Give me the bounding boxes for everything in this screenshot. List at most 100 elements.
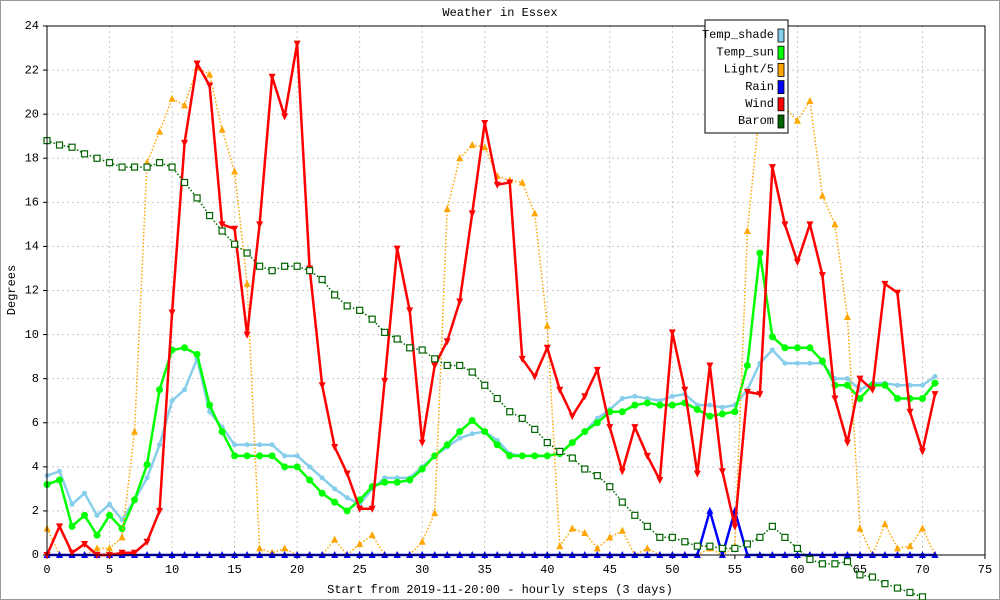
legend-label: Light/5 (724, 63, 774, 77)
point (693, 406, 701, 414)
point (406, 307, 414, 315)
point (868, 573, 877, 581)
point (56, 476, 64, 484)
point (806, 555, 814, 564)
point (906, 542, 914, 550)
point (418, 537, 426, 545)
point (281, 463, 289, 471)
point (293, 40, 301, 48)
point (268, 267, 276, 275)
point (243, 279, 251, 287)
point (155, 159, 164, 167)
point (344, 495, 350, 501)
point (256, 221, 264, 229)
point (268, 73, 276, 81)
y-tick-label: 20 (25, 107, 39, 121)
legend-label: Temp_sun (716, 45, 774, 59)
point (593, 419, 601, 427)
point (493, 394, 501, 403)
point (393, 478, 401, 486)
y-tick-label: 10 (25, 328, 39, 342)
legend-box (704, 19, 789, 134)
point (881, 280, 889, 288)
point (268, 452, 276, 460)
point (531, 209, 539, 217)
x-tick-label: 25 (352, 563, 366, 577)
y-tick-label: 22 (25, 63, 39, 77)
point (868, 386, 876, 394)
point (593, 366, 601, 374)
x-tick-label: 30 (415, 563, 429, 577)
x-tick-label: 55 (728, 563, 742, 577)
point (543, 321, 551, 329)
point (143, 538, 151, 546)
point (918, 524, 926, 532)
point (169, 398, 175, 404)
point (393, 245, 401, 253)
point (681, 538, 689, 546)
plot-frame (46, 25, 986, 556)
point (781, 344, 789, 352)
point (919, 382, 925, 388)
point (719, 404, 725, 410)
point (818, 357, 826, 365)
point (731, 523, 739, 531)
point (632, 393, 638, 399)
point (881, 520, 889, 528)
point (907, 382, 913, 388)
point (856, 571, 864, 579)
point (581, 393, 589, 401)
legend-label: Temp_shade (702, 28, 774, 42)
point (631, 511, 639, 519)
point (456, 298, 464, 306)
point (144, 475, 150, 481)
point (568, 454, 576, 462)
y-tick-label: 4 (32, 460, 39, 474)
point (294, 453, 300, 459)
point (156, 507, 164, 515)
point (68, 143, 76, 151)
point (431, 362, 439, 370)
point (368, 531, 376, 539)
point (918, 395, 926, 403)
point (793, 344, 801, 352)
point (706, 506, 714, 514)
point (69, 501, 75, 507)
point (893, 289, 901, 297)
chart-title: Weather in Essex (442, 6, 557, 20)
point (618, 468, 626, 476)
y-tick-label: 12 (25, 284, 39, 298)
y-tick-label: 6 (32, 416, 39, 430)
point (818, 191, 826, 199)
point (306, 476, 314, 484)
point (56, 523, 64, 531)
point (143, 461, 151, 469)
point (318, 275, 326, 284)
point (606, 533, 614, 541)
point (781, 221, 789, 229)
point (331, 443, 339, 451)
point (93, 531, 101, 539)
point (193, 60, 201, 68)
x-tick-label: 75 (978, 563, 992, 577)
point (431, 452, 439, 460)
point (781, 533, 789, 541)
point (256, 544, 264, 552)
point (343, 507, 351, 515)
point (231, 167, 239, 175)
point (581, 428, 589, 436)
point (243, 452, 251, 460)
point (681, 386, 689, 394)
point (343, 470, 351, 478)
point (443, 204, 451, 212)
x-tick-label: 45 (603, 563, 617, 577)
point (93, 154, 101, 162)
point (244, 442, 250, 448)
point (656, 533, 664, 541)
point (643, 522, 651, 530)
point (794, 360, 800, 366)
point (706, 542, 714, 550)
point (218, 221, 226, 229)
point (806, 344, 814, 352)
